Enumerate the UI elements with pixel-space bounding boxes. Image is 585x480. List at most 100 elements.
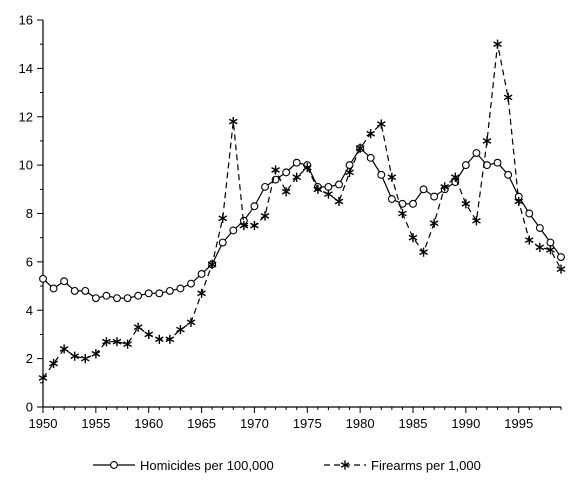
data-point (292, 158, 301, 167)
series-2 (38, 39, 566, 383)
data-point (123, 339, 132, 349)
data-point (514, 196, 524, 207)
y-tick-label: 8 (26, 206, 33, 221)
data-point (366, 129, 376, 139)
data-point (324, 189, 333, 199)
data-point (429, 218, 439, 228)
data-point (102, 291, 111, 300)
data-point (91, 294, 100, 303)
data-point (387, 195, 396, 203)
data-point (335, 180, 343, 189)
legend-marker (110, 461, 118, 469)
data-point (113, 294, 121, 303)
series-layer (38, 39, 566, 383)
x-axis-ticks: 1950 1955 1960 1965 1970 1975 1980 1985 1990 1995 (29, 407, 562, 431)
x-tick-label: 1990 (451, 416, 480, 431)
data-point (70, 351, 80, 361)
data-point (123, 294, 132, 303)
data-point (525, 209, 534, 218)
data-point (546, 238, 555, 247)
data-point (144, 289, 153, 298)
data-point (186, 317, 196, 327)
series-line (42, 147, 562, 299)
data-point (440, 182, 450, 192)
data-point (493, 158, 502, 167)
x-tick-label: 1995 (504, 416, 533, 431)
data-point (419, 185, 428, 194)
data-point (155, 289, 164, 298)
data-point (261, 182, 269, 191)
data-point (355, 143, 365, 153)
data-point (376, 119, 386, 129)
data-point (197, 270, 206, 278)
y-axis-ticks: 0 2 4 6 8 10 12 14 16 (19, 13, 43, 415)
y-tick-label: 10 (19, 158, 33, 173)
data-point (80, 354, 90, 364)
y-tick-label: 6 (26, 254, 33, 269)
legend: Homicides per 100,000 Firearms per 1,000 (93, 458, 481, 473)
data-point (176, 325, 185, 335)
y-tick-label: 4 (26, 303, 33, 318)
data-point (482, 136, 492, 146)
data-point (334, 196, 344, 207)
data-point (281, 187, 291, 197)
data-point (260, 211, 270, 221)
data-point (187, 279, 195, 288)
x-tick-label: 1965 (187, 416, 216, 431)
data-point (366, 153, 375, 162)
data-point (91, 349, 101, 359)
data-point (207, 259, 217, 269)
data-point (535, 242, 545, 252)
x-tick-label: 1975 (293, 416, 322, 431)
data-point (409, 199, 417, 208)
data-point (165, 286, 174, 295)
data-point (408, 233, 418, 243)
data-point (154, 334, 164, 344)
y-tick-label: 16 (19, 13, 33, 28)
legend-label: Homicides per 100,000 (140, 458, 274, 473)
data-point (345, 167, 354, 177)
x-tick-label: 1980 (346, 416, 375, 431)
y-tick-label: 2 (26, 351, 33, 366)
legend-entry: Firearms per 1,000 (324, 458, 481, 473)
data-point (472, 216, 481, 226)
data-point (39, 274, 47, 283)
data-point (503, 92, 513, 102)
y-tick-label: 12 (19, 109, 33, 124)
x-tick-label: 1985 (399, 416, 428, 431)
data-point (461, 161, 470, 170)
y-tick-label: 0 (26, 400, 33, 415)
data-point (134, 291, 143, 300)
data-point (49, 358, 58, 369)
legend-entry: Homicides per 100,000 (93, 458, 274, 473)
data-point (49, 284, 58, 293)
data-point (557, 253, 565, 261)
data-point (556, 264, 566, 274)
data-point (524, 235, 534, 245)
data-point (472, 149, 481, 157)
x-tick-label: 1955 (81, 416, 110, 431)
data-point (228, 116, 238, 127)
data-point (197, 288, 206, 298)
data-point (450, 172, 460, 182)
legend-label: Firearms per 1,000 (371, 458, 481, 473)
data-point (176, 284, 185, 293)
data-point (387, 172, 397, 182)
series-1 (39, 144, 565, 303)
data-point (419, 247, 428, 257)
data-point (535, 224, 544, 232)
data-point (377, 170, 386, 179)
x-tick-label: 1970 (240, 416, 269, 431)
x-tick-label: 1950 (29, 416, 58, 431)
data-point (70, 286, 79, 295)
data-point (229, 226, 238, 235)
data-point (302, 162, 312, 173)
data-point (313, 184, 323, 194)
data-point (218, 238, 227, 247)
data-point (282, 168, 291, 177)
data-point (292, 172, 302, 182)
series-line (42, 44, 562, 379)
data-point (250, 220, 259, 231)
data-point (102, 337, 111, 347)
